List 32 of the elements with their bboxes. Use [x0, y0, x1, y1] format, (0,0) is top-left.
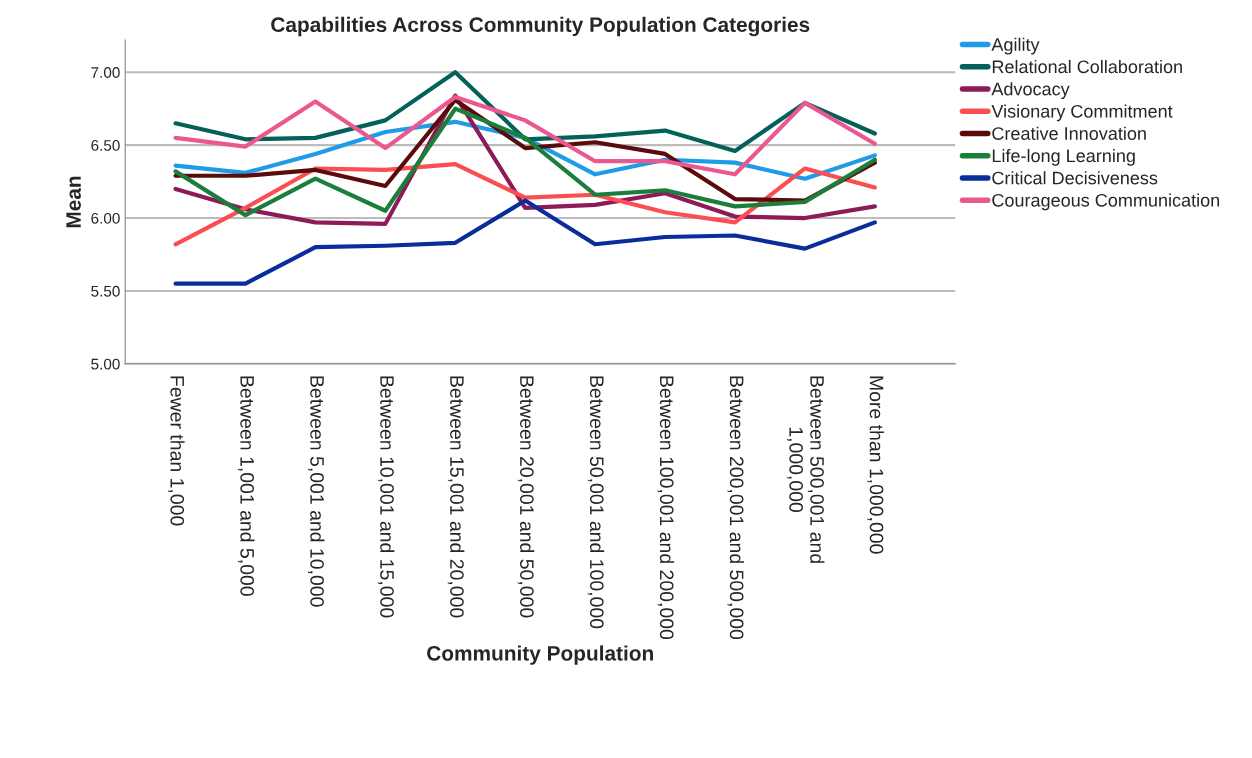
- x-tick-label: Between 100,001 and 200,000: [657, 376, 675, 640]
- legend-label: Visionary Commitment: [991, 104, 1173, 122]
- x-tick-label: Between 1,001 and 5,000: [237, 376, 255, 596]
- legend-label: Critical Decisiveness: [992, 171, 1158, 185]
- y-tick-label: 5.50: [91, 285, 120, 297]
- y-tick-label: 6.50: [91, 140, 120, 151]
- x-tick-label: Between 10,001 and 15,000: [377, 376, 395, 618]
- line-series: [173, 106, 877, 218]
- x-tick-label: Between 50,001 and 100,000: [587, 376, 605, 629]
- legend-label: Relational Collaboration: [992, 59, 1182, 74]
- legend-label: Creative Innovation: [992, 126, 1146, 140]
- line-series: [173, 70, 877, 154]
- legend-label: Courageous Communication: [992, 193, 1220, 211]
- legend-label: Advocacy: [991, 82, 1070, 100]
- x-tick-label: Between 500,001 and 1,000,000: [786, 376, 825, 563]
- x-tick-label: Between 5,001 and 10,000: [307, 376, 325, 607]
- y-tick-label: 5.00: [91, 358, 120, 370]
- x-tick-label: More than 1,000,000: [867, 376, 884, 554]
- x-tick-label: Between 200,001 and 500,000: [727, 376, 745, 640]
- x-axis-title: Community Population: [427, 645, 653, 665]
- legend-label: Life-long Learning: [992, 148, 1135, 166]
- y-axis-title: Mean: [66, 176, 81, 228]
- legend-label: Agility: [991, 37, 1040, 55]
- y-tick-label: 7.00: [91, 67, 120, 78]
- y-tick-label: 6.00: [91, 212, 120, 224]
- line-series: [173, 162, 877, 247]
- x-tick-label: Between 15,001 and 20,000: [447, 376, 465, 618]
- chart-title: Capabilities Across Community Population Categories: [271, 16, 810, 37]
- x-tick-label: Between 20,001 and 50,000: [517, 376, 535, 618]
- line-series: [173, 94, 877, 177]
- line-series: [173, 198, 877, 286]
- x-tick-label: Fewer than 1,000: [168, 376, 185, 526]
